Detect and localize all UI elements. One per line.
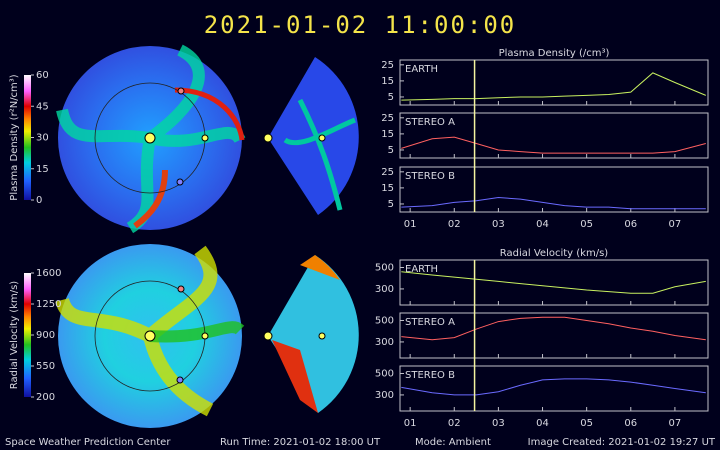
chart-title: Plasma Density (/cm³) <box>499 48 610 59</box>
panel-label: STEREO B <box>405 370 455 381</box>
series-line <box>401 197 706 210</box>
y-tick-label: 15 <box>381 76 394 87</box>
y-tick-label: 300 <box>375 390 394 401</box>
panel-frame <box>399 59 709 106</box>
x-tick-label: 06 <box>624 219 637 230</box>
panel-label: STEREO A <box>405 117 455 128</box>
footer-mode: Mode: Ambient <box>415 437 491 448</box>
x-tick-label: 05 <box>580 219 593 230</box>
series-line <box>401 136 706 154</box>
x-tick-label: 01 <box>404 418 417 429</box>
colorbar-tick-label: 60 <box>36 70 49 81</box>
colorbar-tick-label: 15 <box>36 164 49 175</box>
series-line <box>401 271 706 294</box>
y-tick-label: 5 <box>388 92 394 103</box>
panel-frame <box>399 166 709 213</box>
series-line <box>401 378 706 396</box>
velocity-disk <box>55 244 359 428</box>
series-line <box>401 316 706 341</box>
footer-created: Image Created: 2021-01-02 19:27 UT <box>528 437 716 448</box>
panel-frame <box>399 365 709 412</box>
series-line <box>401 72 706 101</box>
page-title: 2021-01-02 11:00:00 <box>204 11 517 39</box>
panel-label: STEREO A <box>405 317 455 328</box>
density-disk <box>56 44 359 234</box>
x-tick-label: 04 <box>536 219 549 230</box>
colorbar-tick-label: 0 <box>36 195 42 206</box>
y-tick-label: 15 <box>381 129 394 140</box>
panel-frame <box>399 259 709 306</box>
panel-label: EARTH <box>405 64 438 75</box>
colorbar-tick-label: 1600 <box>36 268 61 279</box>
colorbar-label: Radial Velocity (km/s) <box>9 281 20 389</box>
colorbar <box>24 75 31 200</box>
colorbar <box>24 273 31 397</box>
x-tick-label: 07 <box>669 219 682 230</box>
y-tick-label: 300 <box>375 337 394 348</box>
y-tick-label: 500 <box>375 369 394 380</box>
x-tick-label: 07 <box>669 418 682 429</box>
panel-label: STEREO B <box>405 171 455 182</box>
x-tick-label: 02 <box>448 219 461 230</box>
panel-frame <box>399 312 709 359</box>
x-tick-label: 05 <box>580 418 593 429</box>
colorbar-tick-label: 900 <box>36 330 55 341</box>
y-tick-label: 25 <box>381 167 394 178</box>
footer-run-time: Run Time: 2021-01-02 18:00 UT <box>220 437 381 448</box>
y-tick-label: 5 <box>388 145 394 156</box>
colorbar-tick-label: 45 <box>36 101 49 112</box>
colorbar-tick-label: 200 <box>36 392 55 403</box>
footer-center: Space Weather Prediction Center <box>5 437 171 448</box>
x-tick-label: 06 <box>624 418 637 429</box>
panel-frame <box>399 112 709 159</box>
y-tick-label: 500 <box>375 316 394 327</box>
chart-title: Radial Velocity (km/s) <box>500 248 608 259</box>
y-tick-label: 15 <box>381 183 394 194</box>
x-tick-label: 03 <box>492 418 505 429</box>
colorbar-label: Plasma Density (r²N/cm³) <box>9 74 20 201</box>
y-tick-label: 500 <box>375 263 394 274</box>
y-tick-label: 25 <box>381 60 394 71</box>
panel-label: EARTH <box>405 264 438 275</box>
x-tick-label: 01 <box>404 219 417 230</box>
colorbar-tick-label: 550 <box>36 361 55 372</box>
y-tick-label: 300 <box>375 284 394 295</box>
y-tick-label: 5 <box>388 199 394 210</box>
colorbar-tick-label: 30 <box>36 133 49 144</box>
x-tick-label: 02 <box>448 418 461 429</box>
x-tick-label: 03 <box>492 219 505 230</box>
y-tick-label: 25 <box>381 113 394 124</box>
colorbar-tick-label: 1250 <box>36 299 61 310</box>
x-tick-label: 04 <box>536 418 549 429</box>
